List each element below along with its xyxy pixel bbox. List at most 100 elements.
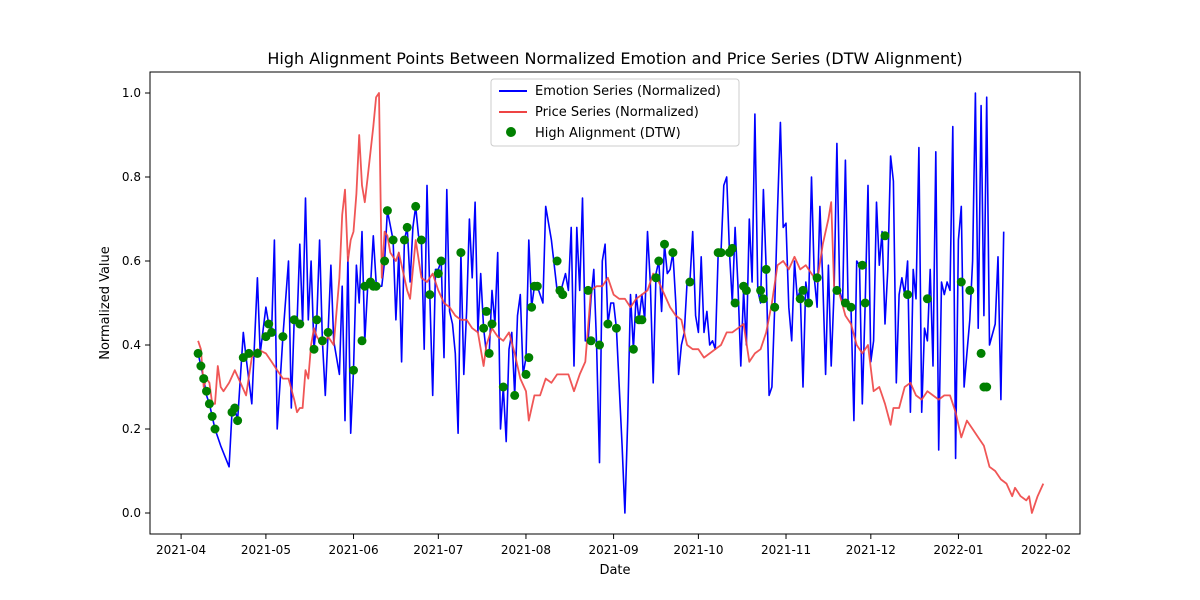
alignment-point: [399, 235, 409, 245]
axes-frame: [149, 71, 1081, 535]
alignment-point: [798, 285, 808, 295]
x-tick-label: 2021-04: [156, 543, 206, 557]
alignment-point: [741, 285, 751, 295]
alignment-point: [317, 336, 327, 346]
alignment-point: [510, 390, 520, 400]
alignment-point: [357, 336, 367, 346]
alignment-point: [196, 361, 206, 371]
alignment-point: [758, 294, 768, 304]
alignment-point: [832, 285, 842, 295]
price-series-line: [197, 92, 1045, 514]
x-tick-label: 2021-10: [673, 543, 723, 557]
alignment-point: [611, 323, 621, 333]
alignment-point: [716, 248, 726, 258]
alignment-point: [193, 348, 203, 358]
x-tick-label: 2021-06: [328, 543, 378, 557]
alignment-point: [857, 260, 867, 270]
alignment-point: [812, 273, 822, 283]
alignment-point: [388, 235, 398, 245]
y-tick-label: 0.2: [122, 422, 141, 436]
alignment-point: [660, 239, 669, 249]
legend-label-emotion: Emotion Series (Normalized): [535, 84, 721, 99]
alignment-point: [278, 332, 288, 342]
alignment-point: [230, 403, 240, 413]
y-axis-label: Normalized Value: [98, 246, 113, 360]
y-tick-label: 0.0: [122, 506, 141, 520]
x-tick-label: 2021-07: [413, 543, 463, 557]
alignment-point: [309, 344, 319, 354]
alignment-point: [956, 277, 966, 287]
alignment-point: [804, 298, 814, 308]
alignment-point: [586, 336, 596, 346]
alignment-point: [295, 319, 305, 329]
x-tick-label: 2021-11: [761, 543, 811, 557]
alignment-point: [521, 369, 531, 379]
alignment-point: [312, 315, 322, 325]
alignment-point: [527, 302, 537, 312]
alignment-point: [770, 302, 780, 312]
alignment-point: [880, 231, 890, 241]
alignment-point: [233, 416, 243, 426]
alignment-point: [922, 294, 932, 304]
x-tick-label: 2022-01: [933, 543, 983, 557]
alignment-point: [199, 374, 209, 384]
alignment-point: [795, 294, 805, 304]
alignment-point: [456, 248, 466, 258]
alignment-point: [976, 348, 986, 358]
alignment-point: [481, 306, 491, 316]
axis-ticks: 2021-04 2021-05 2021-06 2021-07 2021-08 2021-…: [122, 86, 1071, 557]
alignment-point: [846, 302, 856, 312]
legend-swatch-alignment: [506, 127, 516, 137]
alignment-point: [252, 348, 262, 358]
legend: Emotion Series (Normalized) Price Series…: [490, 78, 740, 147]
alignment-point: [207, 411, 217, 421]
alignment-point: [637, 315, 647, 325]
alignment-point: [244, 348, 254, 358]
alignment-point: [730, 298, 740, 308]
alignment-point: [402, 222, 412, 232]
alignment-point: [651, 273, 661, 283]
alignment-point: [484, 348, 494, 358]
alignment-point: [425, 290, 435, 300]
x-tick-label: 2021-08: [501, 543, 551, 557]
legend-label-price: Price Series (Normalized): [535, 105, 699, 120]
alignment-point: [860, 298, 870, 308]
alignment-point: [654, 256, 664, 266]
x-tick-label: 2021-09: [589, 543, 639, 557]
y-tick-label: 0.8: [122, 170, 141, 184]
alignment-point: [903, 290, 913, 300]
legend-box: [490, 78, 740, 147]
plot-area: [193, 92, 1045, 514]
alignment-point: [380, 256, 390, 266]
alignment-point: [436, 256, 446, 266]
x-tick-label: 2021-12: [846, 543, 896, 557]
alignment-point: [595, 340, 604, 350]
alignment-point: [982, 382, 992, 392]
alignment-point: [756, 285, 766, 295]
alignment-point: [487, 319, 497, 329]
alignment-point: [583, 285, 593, 295]
y-tick-label: 0.6: [122, 254, 141, 268]
alignment-point: [498, 382, 508, 392]
alignment-point: [202, 386, 211, 396]
legend-label-alignment: High Alignment (DTW): [535, 126, 681, 141]
alignment-point: [524, 353, 534, 363]
alignment-point: [727, 243, 737, 253]
alignment-point: [349, 365, 358, 375]
alignment-point: [603, 319, 613, 329]
alignment-point: [685, 277, 695, 287]
alignment-point: [552, 256, 562, 266]
chart-title: High Alignment Points Between Normalized…: [267, 49, 962, 68]
alignment-point: [433, 269, 443, 279]
alignment-point: [532, 281, 542, 291]
alignment-point: [204, 399, 214, 409]
emotion-series-line: [197, 92, 1005, 514]
alignment-point: [210, 424, 220, 434]
alignment-point: [628, 344, 638, 354]
y-tick-label: 0.4: [122, 338, 141, 352]
x-axis-label: Date: [599, 563, 630, 578]
alignment-point: [323, 327, 333, 337]
alignment-point: [761, 264, 771, 274]
alignment-point: [411, 201, 421, 211]
